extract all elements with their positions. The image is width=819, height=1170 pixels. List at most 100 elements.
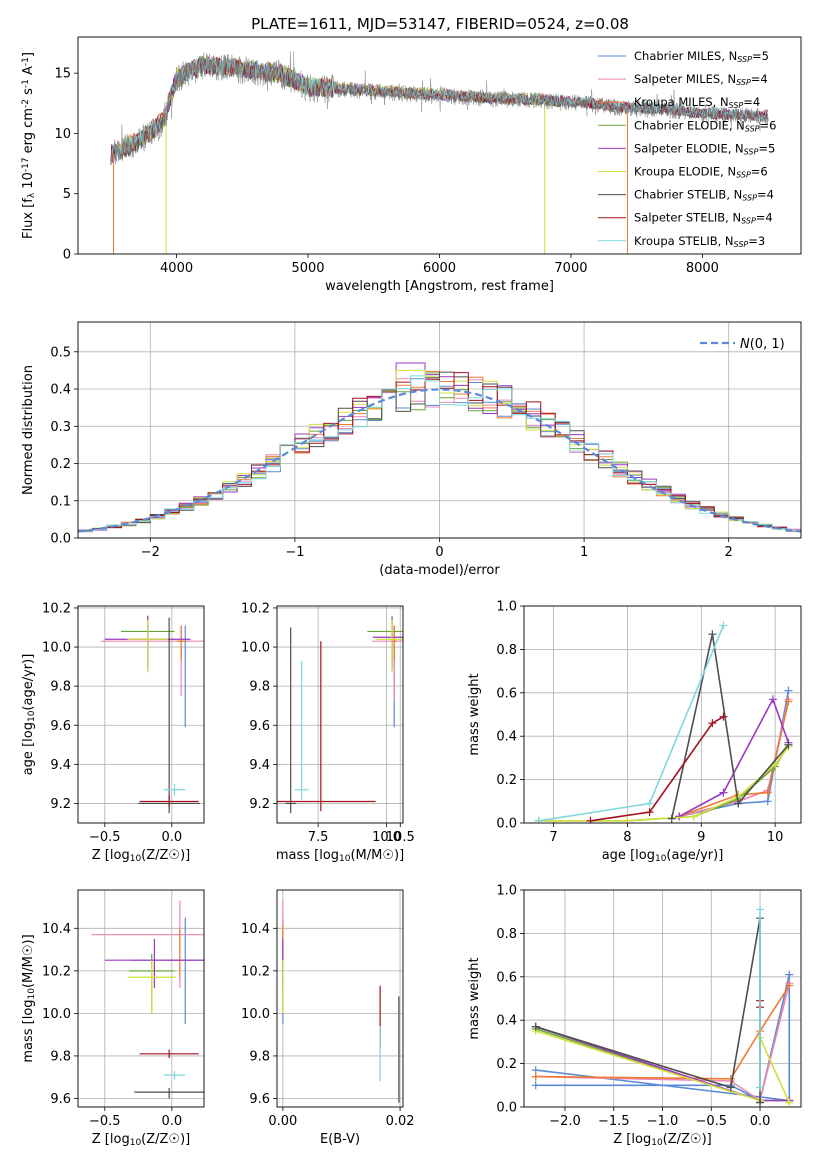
y-tick-label: 0.8 [496, 927, 517, 942]
mass-weight-line [590, 716, 724, 822]
legend-text: =4 [756, 211, 773, 225]
x-tick-label: 1 [580, 545, 588, 560]
y-tick-label: 9.4 [50, 758, 71, 773]
y-tick-label: 9.6 [50, 719, 71, 734]
x-tick-label: 0.0 [750, 1114, 771, 1129]
legend-subscript: SSP [745, 124, 760, 133]
legend-entry: Chabrier MILES, NSSP=5 [634, 49, 769, 64]
plot-area [78, 362, 801, 534]
mass_vs_Z-y-axis-label: mass [log10(M/M☉)] [21, 934, 37, 1062]
mass-weight-line [538, 746, 790, 822]
y-tick-label: 10.0 [241, 641, 270, 656]
x-tick-label: 7.5 [308, 830, 329, 845]
legend-subscript: SSP [742, 194, 757, 203]
y-tick-label: 9.6 [249, 719, 270, 734]
y-tick-label: 0.6 [496, 970, 517, 985]
axes-frame [276, 889, 404, 1108]
label-part: E(B-V) [320, 1132, 360, 1147]
y-tick-label: 10.2 [241, 601, 270, 616]
mass_weight_vs_age-x-axis-label: age [log10(age/yr)] [602, 848, 724, 864]
label-part: age [ [602, 848, 635, 863]
normal-reference-curve [78, 388, 801, 533]
mass_vs_Z-x-axis-label: Z [log10(Z/Z☉)] [92, 1132, 190, 1148]
y-tick-label: 5 [63, 187, 71, 202]
x-tick-label: 10.5 [386, 830, 415, 845]
y-tick-label: 9.8 [50, 680, 71, 695]
label-part: (M/M☉)] [350, 848, 404, 863]
y-tick-label: 0.3 [50, 420, 71, 435]
mass-weight-line [538, 625, 725, 822]
label-part: age [ [21, 742, 36, 775]
x-tick-label: 9 [697, 830, 705, 845]
y-tick-label: 10.2 [241, 964, 270, 979]
label-part: A [21, 66, 36, 79]
label-part: s [21, 88, 36, 99]
label-part: mass [ [276, 848, 319, 863]
y-tick-label: 10.0 [241, 1007, 270, 1022]
mass-weight-point [719, 712, 728, 721]
legend-text: Chabrier ELODIE, N [634, 118, 745, 132]
mass-weight-point [734, 799, 743, 808]
mass-weight-point [708, 719, 717, 728]
panel-age_vs_Z: −0.5 0.09.29.49.69.810.010.2Z [log10(Z/Z☉… [21, 601, 205, 864]
panel-mass_weight_vs_Z: −2.0 −1.5 −1.0 −0.5 0.0 0.0 0.2 0.4 0.6 0.8 1.0 Z [… [467, 884, 802, 1148]
y-tick-label: 0.2 [496, 773, 517, 788]
mass_weight_vs_Z-x-axis-label: Z [log10(Z/Z☉)] [613, 1132, 711, 1148]
mass-weight-point [756, 1098, 765, 1107]
spectrum-y-axis-label: Flux [fλ 10-17 erg cm-2 s-1 A-1] [21, 52, 37, 239]
panel-spectrum: 4000 5000 6000 7000 8000 0 5 10 15 wavelength [An… [21, 36, 802, 294]
label-part: (M/M☉)] [21, 934, 36, 988]
mass-weight-point [531, 1022, 540, 1031]
label-part: 10 [21, 172, 36, 189]
x-tick-label: −0.5 [695, 1114, 727, 1129]
mass_weight_vs_age-y-axis-label: mass weight [467, 673, 482, 755]
axes-frame [77, 889, 205, 1108]
label-part: 10 [27, 988, 37, 1000]
axes-frame [77, 605, 205, 824]
y-tick-label: 9.2 [50, 797, 71, 812]
mass-weight-point [785, 1098, 794, 1107]
mass-weight-point [586, 816, 595, 823]
mass-weight-line [535, 985, 790, 1080]
age_vs_mass-x-axis-label: mass [log10(M/M☉)] [276, 848, 404, 864]
label-part: Z [ [92, 1132, 110, 1147]
mass-weight-point [719, 788, 728, 797]
label-part: log [110, 848, 130, 863]
x-tick-label: 7 [549, 830, 557, 845]
plot-area [100, 615, 204, 814]
mass-weight-point [726, 1074, 735, 1083]
x-tick-label: −1.5 [598, 1114, 630, 1129]
x-tick-label: −2 [141, 545, 160, 560]
x-tick-label: 7000 [554, 261, 587, 276]
mass-weight-line [670, 634, 790, 819]
legend-entry: N(0, 1) [740, 337, 785, 352]
label-part: (Z/Z☉)] [663, 1132, 712, 1147]
legend-text: Salpeter STELIB, N [634, 211, 741, 225]
label-part: (age/yr)] [666, 848, 723, 863]
legend-subscript: SSP [744, 147, 759, 156]
mass_weight_vs_Z-y-axis-label: mass weight [467, 957, 482, 1039]
label-part: (Z/Z☉)] [141, 848, 190, 863]
mass-weight-line [538, 744, 790, 822]
legend-text: =3 [748, 234, 765, 248]
label-part: (data-model)/error [379, 563, 500, 578]
legend-text: Salpeter ELODIE, N [634, 141, 744, 155]
panel-residuals: −2 −1 0 1 2 0.0 0.1 0.2 0.3 0.4 0.5 (data-model)/er… [21, 321, 802, 578]
spectrum-data-line [110, 51, 769, 165]
legend-entry: Salpeter ELODIE, NSSP=5 [634, 141, 775, 156]
panel-mass_vs_ebv: 0.00 0.02 9.6 9.8 10.0 10.2 10.4 E(B-V) [241, 889, 415, 1147]
legend-text: =4 [757, 188, 774, 202]
residual-x-axis-label: (data-model)/error [379, 563, 500, 578]
x-tick-label: 6000 [423, 261, 456, 276]
age_vs_Z-y-axis-label: age [log10(age/yr)] [21, 654, 37, 776]
label-part: -1 [21, 57, 31, 66]
legend-text: Chabrier MILES, N [634, 49, 737, 63]
label-part: (Z/Z☉)] [141, 1132, 190, 1147]
legend-text: =4 [743, 95, 760, 109]
legend-entry: Kroupa ELODIE, NSSP=6 [634, 165, 768, 180]
axes-frame [523, 605, 802, 824]
mass-weight-point [623, 816, 632, 823]
mass-weight-line [678, 697, 790, 818]
residual-y-axis-label: Normed distribution [21, 365, 36, 495]
plot-area [531, 905, 794, 1107]
